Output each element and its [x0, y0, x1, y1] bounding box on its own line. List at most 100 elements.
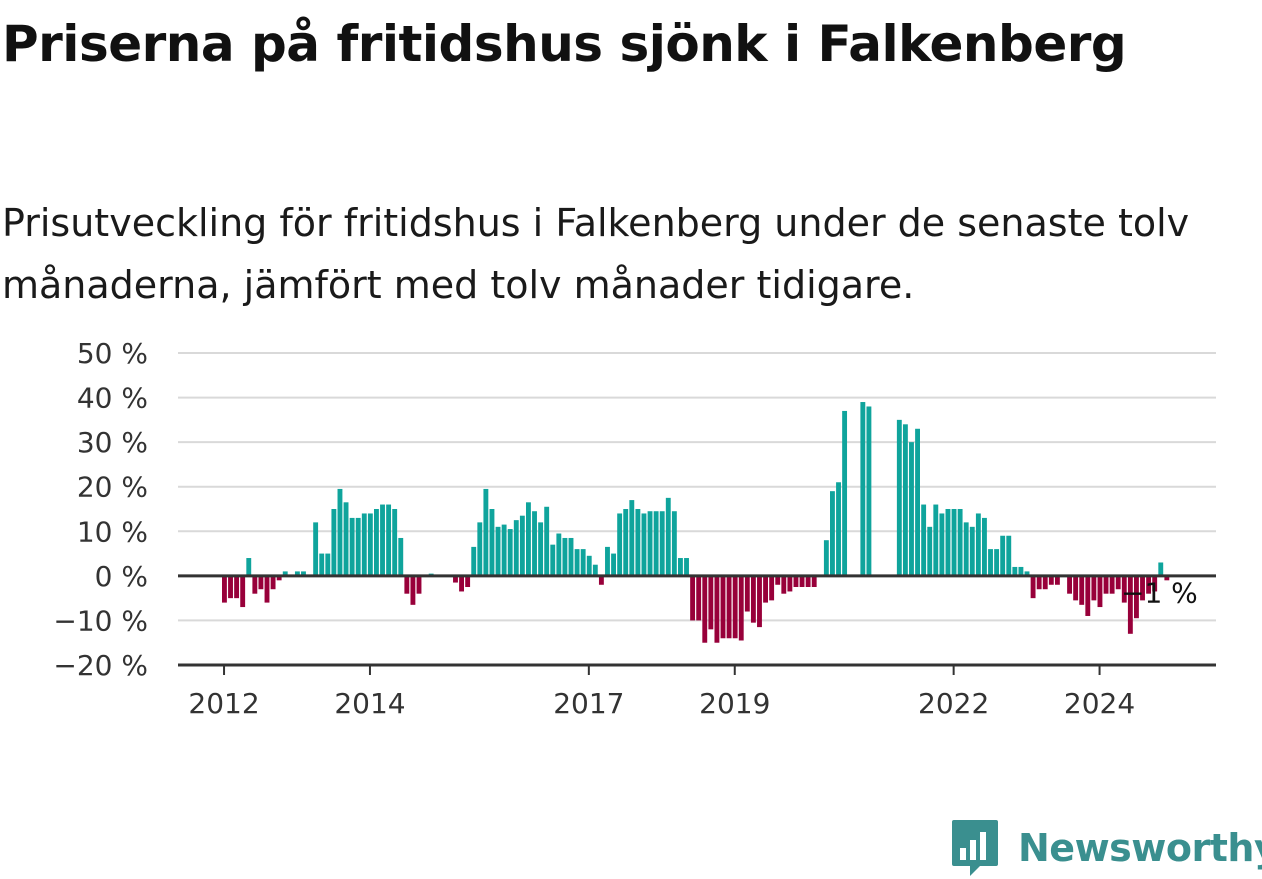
bar [915, 428, 920, 576]
bar [1103, 575, 1109, 594]
bar [586, 555, 592, 576]
bar [246, 558, 252, 576]
bar [896, 419, 902, 576]
bar [617, 513, 623, 576]
bar [519, 515, 525, 576]
bar [775, 575, 781, 585]
bar [757, 575, 762, 628]
bar [781, 575, 787, 594]
x-tick-label: 2017 [553, 687, 624, 720]
bar [1018, 566, 1024, 576]
x-tick-label: 2024 [1064, 687, 1135, 720]
bar [1006, 535, 1012, 576]
bar [526, 502, 531, 576]
bar [750, 575, 756, 623]
bar [635, 509, 641, 576]
bar [1158, 562, 1164, 576]
bar [367, 513, 373, 576]
bar [744, 575, 750, 612]
bar [392, 509, 398, 576]
y-tick-label: −10 % [53, 604, 148, 637]
x-tick-label: 2012 [188, 687, 259, 720]
bar [331, 509, 337, 576]
bar [836, 482, 841, 576]
bar [805, 575, 811, 587]
bar [380, 504, 385, 576]
bar [1024, 571, 1030, 576]
bar [507, 529, 513, 576]
y-tick-label: 50 % [77, 337, 148, 370]
y-tick-label: 10 % [77, 515, 148, 548]
bar [398, 537, 404, 576]
bar [568, 537, 574, 576]
bar [1030, 575, 1036, 599]
y-tick-label: 30 % [77, 426, 148, 459]
end-value-label: −1 % [1121, 577, 1198, 610]
bar [963, 522, 969, 576]
bars [222, 402, 1170, 643]
bar [410, 575, 416, 605]
bar-chart: −20 % −10 % 0 % 10 % 20 % 30 % 40 % 50 % 2012 201… [53, 337, 1216, 720]
bar [1152, 575, 1158, 592]
chart-title: Priserna på fritidshus sjönk i Falkenber… [2, 15, 1127, 73]
bar [1085, 575, 1091, 616]
bar [684, 558, 689, 576]
bar [416, 575, 422, 594]
bar [671, 511, 677, 576]
x-tick-label: 2019 [699, 687, 770, 720]
bar [902, 424, 908, 576]
bar [1140, 575, 1145, 601]
bar [927, 526, 933, 576]
bar [988, 549, 993, 576]
bar [1048, 575, 1054, 585]
bar [1134, 575, 1139, 619]
bar [860, 402, 866, 576]
bar [969, 526, 975, 576]
bar [951, 509, 957, 576]
bar [228, 575, 233, 599]
chart-subtitle: Prisutveckling för fritidshus i Falkenbe… [2, 201, 1190, 307]
y-tick-label: −20 % [53, 649, 148, 682]
bar [234, 575, 240, 599]
bar [611, 553, 616, 576]
bar [1109, 575, 1115, 594]
bar [647, 511, 653, 576]
bar [550, 544, 556, 576]
bar [732, 575, 738, 639]
bar [769, 575, 775, 601]
bar [933, 504, 939, 576]
bar [720, 575, 726, 639]
bar [605, 546, 610, 576]
bar [830, 491, 835, 576]
y-tick-label: 20 % [77, 471, 148, 504]
bar [975, 513, 981, 576]
bar [319, 553, 325, 576]
bar [1097, 575, 1103, 608]
bar [349, 517, 355, 576]
bar [459, 575, 464, 592]
bar [994, 549, 1000, 576]
bar [325, 553, 331, 576]
bar [665, 497, 671, 576]
bar [361, 513, 367, 576]
bar [337, 488, 343, 576]
bar [793, 575, 799, 587]
bar [270, 575, 276, 590]
bar [592, 564, 598, 576]
bar [1054, 575, 1060, 585]
bar [501, 524, 507, 576]
bar [1146, 575, 1152, 594]
bar [252, 575, 258, 594]
bar [453, 575, 458, 583]
bar [1115, 575, 1121, 590]
bar [1121, 575, 1127, 603]
bar [562, 537, 568, 576]
bar [1036, 575, 1042, 590]
bar [222, 575, 227, 603]
bar [282, 571, 288, 576]
bar [678, 558, 683, 576]
bar [702, 575, 708, 643]
bar [574, 549, 580, 576]
labels: −20 % −10 % 0 % 10 % 20 % 30 % 40 % 50 % 2012 201… [53, 337, 1197, 720]
bar [532, 511, 537, 576]
